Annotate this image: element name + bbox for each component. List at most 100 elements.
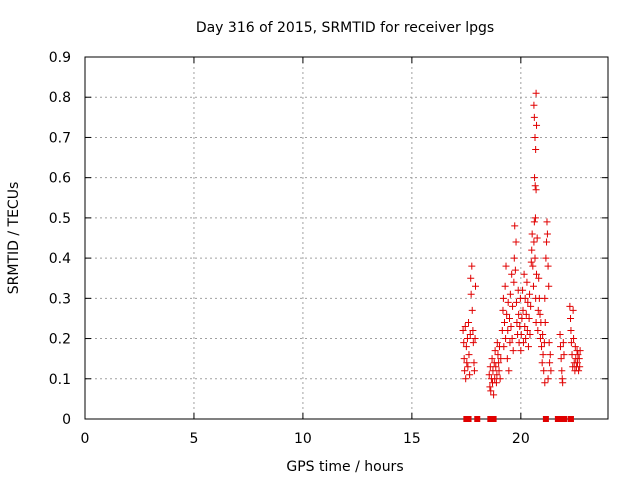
data-point-0-129 — [538, 359, 546, 367]
data-point-0-9 — [464, 363, 472, 371]
data-point-0-39 — [493, 339, 501, 347]
data-point-0-172 — [575, 367, 583, 375]
data-point-0-105 — [530, 218, 538, 226]
zero-marker-3 — [487, 416, 494, 422]
data-point-0-37 — [492, 379, 500, 387]
data-point-0-41 — [495, 359, 503, 367]
data-point-0-14 — [467, 274, 475, 282]
data-point-0-60 — [506, 339, 514, 347]
data-point-0-66 — [509, 347, 517, 355]
data-point-0-42 — [495, 367, 503, 375]
data-point-0-21 — [470, 367, 478, 375]
data-point-0-88 — [521, 294, 529, 302]
data-point-0-166 — [571, 343, 579, 351]
data-point-0-12 — [466, 371, 474, 379]
data-point-0-97 — [526, 331, 534, 339]
x-tick-label-4: 20 — [512, 431, 530, 447]
data-point-0-115 — [532, 89, 540, 97]
data-point-0-119 — [532, 186, 540, 194]
data-point-0-55 — [503, 355, 511, 363]
data-point-0-170 — [573, 359, 581, 367]
data-point-0-80 — [517, 347, 525, 355]
data-point-0-59 — [506, 314, 514, 322]
data-point-0-149 — [556, 343, 564, 351]
data-point-0-151 — [558, 367, 566, 375]
zero-marker-4 — [490, 416, 497, 422]
x-tick-label-2: 10 — [294, 431, 312, 447]
data-point-0-98 — [527, 302, 535, 310]
y-axis-label: SRMTID / TECUs — [6, 182, 22, 295]
y-tick-label-6: 0.6 — [49, 171, 71, 187]
data-point-0-141 — [545, 282, 553, 290]
data-point-0-135 — [541, 318, 549, 326]
data-point-0-72 — [512, 298, 520, 306]
data-point-0-173 — [575, 355, 583, 363]
data-point-0-158 — [567, 327, 575, 335]
data-point-0-44 — [496, 375, 504, 383]
data-point-0-116 — [533, 121, 541, 129]
data-point-0-81 — [517, 331, 525, 339]
data-point-0-15 — [467, 290, 475, 298]
data-point-0-62 — [507, 322, 515, 330]
data-point-0-32 — [490, 391, 498, 399]
data-point-0-52 — [502, 335, 510, 343]
data-point-0-4 — [461, 322, 469, 330]
data-point-0-93 — [524, 298, 532, 306]
data-point-0-57 — [504, 298, 512, 306]
data-point-0-22 — [471, 335, 479, 343]
data-point-0-50 — [500, 318, 508, 326]
data-point-0-87 — [521, 322, 529, 330]
data-point-0-171 — [574, 351, 582, 359]
data-point-0-17 — [468, 306, 476, 314]
data-point-0-131 — [539, 351, 547, 359]
data-point-0-117 — [531, 174, 539, 182]
data-point-0-1 — [460, 339, 468, 347]
zero-marker-1 — [465, 416, 472, 422]
data-point-0-71 — [512, 238, 520, 246]
data-point-0-156 — [566, 302, 574, 310]
data-point-0-2 — [460, 355, 468, 363]
data-point-0-118 — [531, 182, 539, 190]
data-point-0-113 — [531, 133, 539, 141]
data-point-0-112 — [530, 113, 538, 121]
data-point-0-19 — [469, 339, 477, 347]
data-point-0-174 — [576, 363, 584, 371]
data-point-0-8 — [463, 335, 471, 343]
data-point-0-90 — [522, 310, 530, 318]
data-point-0-150 — [557, 355, 565, 363]
data-point-0-3 — [461, 367, 469, 375]
data-point-0-126 — [536, 335, 544, 343]
y-tick-label-1: 0.1 — [49, 372, 71, 388]
data-point-0-18 — [469, 327, 477, 335]
data-point-0-120 — [531, 214, 539, 222]
data-point-0-63 — [508, 270, 516, 278]
point-layer — [459, 89, 584, 422]
data-point-0-86 — [520, 270, 528, 278]
data-point-0-51 — [501, 282, 509, 290]
x-tick-label-0: 0 — [81, 431, 90, 447]
data-point-0-139 — [543, 230, 551, 238]
data-point-0-0 — [459, 327, 467, 335]
data-point-0-144 — [546, 351, 554, 359]
data-point-0-82 — [518, 314, 526, 322]
data-point-0-54 — [503, 310, 511, 318]
data-point-0-111 — [530, 101, 538, 109]
data-point-0-157 — [567, 314, 575, 322]
data-point-0-85 — [519, 339, 527, 347]
data-point-0-154 — [559, 339, 567, 347]
data-point-0-25 — [486, 383, 494, 391]
data-point-0-16 — [468, 262, 476, 270]
y-tick-label-3: 0.3 — [49, 291, 71, 307]
data-point-0-102 — [529, 262, 537, 270]
data-point-0-103 — [529, 282, 537, 290]
y-tick-label-9: 0.9 — [49, 50, 71, 66]
data-point-0-58 — [505, 367, 513, 375]
data-point-0-40 — [494, 351, 502, 359]
data-point-0-145 — [547, 367, 555, 375]
data-point-0-123 — [535, 274, 543, 282]
data-point-0-84 — [519, 306, 527, 314]
data-point-0-61 — [506, 290, 514, 298]
